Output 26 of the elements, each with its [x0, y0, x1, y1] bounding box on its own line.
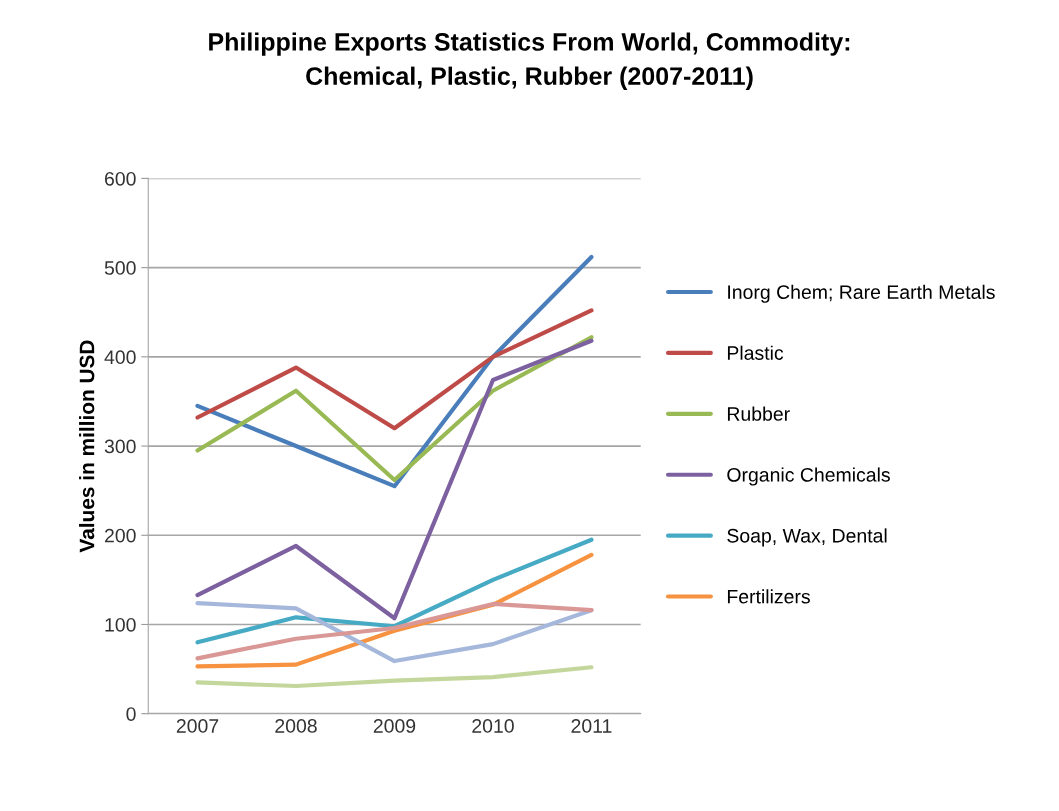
- line-series: [195, 335, 594, 483]
- line-series: [195, 537, 594, 645]
- x-tick-label: 2007: [176, 719, 219, 733]
- legend-label: Inorg Chem; Rare Earth Metals: [728, 284, 995, 303]
- chart-title: Philippine Exports Statistics From World, Commodity: Chemical, Plastic, Rubber (2007-2011): [209, 32, 850, 90]
- x-tick-label: 2010: [472, 719, 514, 733]
- y-tick-label: 300: [104, 439, 136, 454]
- y-tick-label: 500: [104, 261, 136, 275]
- y-tick-label: 600: [105, 171, 136, 186]
- x-tick-label: 2009: [373, 719, 416, 733]
- line-series: [195, 254, 594, 489]
- line-series: [195, 665, 594, 689]
- x-tick-label: 2011: [571, 719, 612, 733]
- legend-label: Plastic: [727, 345, 784, 360]
- line-series: [195, 338, 594, 621]
- y-tick-label: 400: [104, 350, 136, 365]
- x-tick-label: 2008: [275, 719, 317, 733]
- legend-label: Soap, Wax, Dental: [727, 528, 887, 547]
- y-tick-label: 100: [105, 617, 136, 632]
- line-series: [195, 308, 594, 431]
- y-tick-label: 0: [126, 707, 136, 721]
- legend-label: Rubber: [727, 406, 790, 421]
- legend-label: Fertilizers: [727, 589, 810, 604]
- legend-label: Organic Chemicals: [727, 467, 890, 486]
- y-tick-label: 200: [104, 528, 136, 543]
- y-axis-title: Values in million USD: [79, 340, 95, 553]
